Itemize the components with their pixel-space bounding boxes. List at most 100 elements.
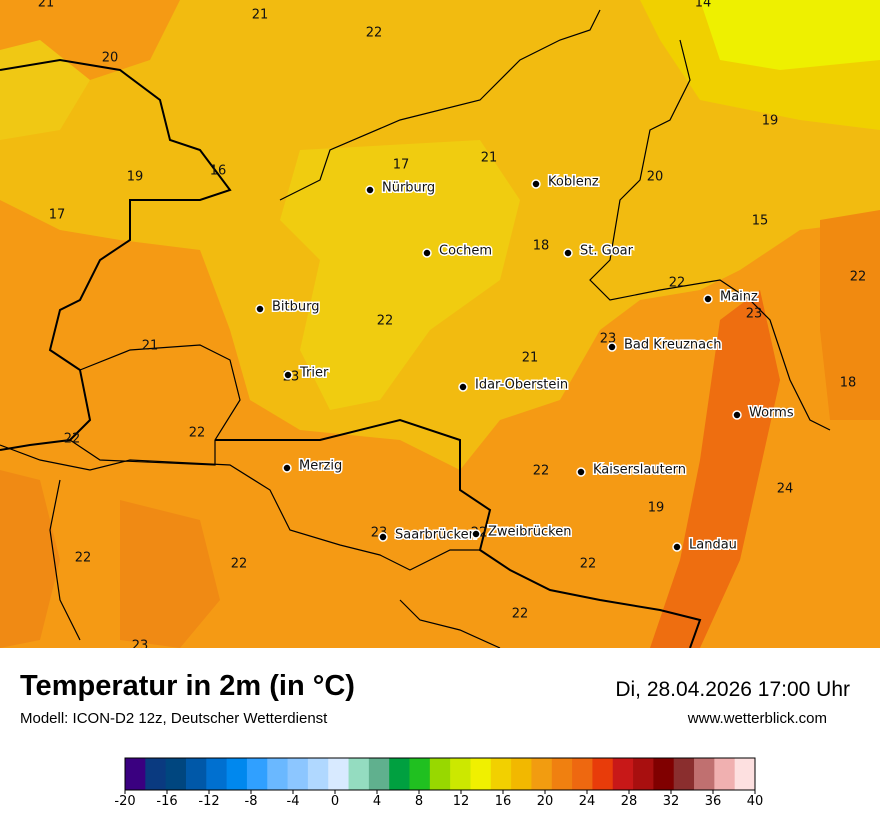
temperature-label: 17: [49, 208, 66, 223]
borders: [0, 9, 831, 648]
color-step: [348, 758, 370, 790]
color-step: [653, 758, 675, 790]
tick-label: 36: [705, 794, 722, 809]
city-dot: [378, 532, 388, 542]
tick-label: 32: [663, 794, 680, 809]
temperature-label: 22: [231, 557, 248, 572]
color-step: [470, 758, 492, 790]
city-label: Koblenz: [548, 175, 599, 190]
city-dot: [563, 248, 573, 258]
city-dot: [282, 463, 292, 473]
tick-label: 20: [537, 794, 554, 809]
color-step: [612, 758, 634, 790]
city-label: Bitburg: [272, 300, 320, 315]
temperature-label: 16: [210, 164, 227, 179]
temperature-label: 20: [647, 170, 664, 185]
temperature-label: 22: [377, 314, 394, 329]
color-step: [125, 758, 146, 790]
temperature-label: 24: [777, 482, 794, 497]
temperature-label: 22: [850, 270, 867, 285]
tick-label: 8: [415, 794, 423, 809]
temperature-label: 15: [752, 214, 769, 229]
city-dot: [672, 542, 682, 552]
temperature-label: 23: [746, 307, 763, 322]
tick-label: 28: [621, 794, 638, 809]
temperature-label: 21: [481, 151, 498, 166]
map-zone: [650, 290, 780, 648]
temperature-label: 22: [366, 26, 383, 41]
color-step: [206, 758, 228, 790]
color-step: [734, 758, 756, 790]
color-step: [490, 758, 512, 790]
color-step: [389, 758, 411, 790]
city-dot: [365, 185, 375, 195]
city-label: Saarbrücken: [395, 528, 477, 543]
map-zone: [0, 470, 220, 648]
color-step: [226, 758, 248, 790]
temperature-label: 19: [648, 501, 665, 516]
city-dot: [732, 410, 742, 420]
color-step: [267, 758, 289, 790]
color-step: [450, 758, 471, 790]
color-step: [328, 758, 350, 790]
city-dot: [283, 370, 293, 380]
map-zone: [0, 40, 90, 140]
temperature-label: 23: [132, 639, 149, 649]
colorbar-frame: [124, 757, 756, 791]
temperature-label: 22: [669, 276, 686, 291]
temperature-label: 14: [695, 0, 712, 11]
temperature-label: 21: [142, 339, 159, 354]
title: Temperatur in 2m (in °C): [20, 670, 355, 702]
color-step: [592, 758, 614, 790]
color-step: [694, 758, 715, 790]
city-dot: [255, 304, 265, 314]
tick-label: -20: [114, 794, 135, 809]
color-step: [246, 758, 268, 790]
color-step: [185, 758, 207, 790]
color-step: [673, 758, 695, 790]
colorbar: -20 -16 -12 -8 -4 0 4 8 12 16 20 24 28 32 36 40: [114, 757, 764, 809]
city-label: Landau: [689, 538, 737, 553]
tick-label: -4: [287, 794, 300, 809]
temperature-label: 21: [252, 8, 269, 23]
temperature-label: 22: [533, 464, 550, 479]
color-step: [572, 758, 593, 790]
temperature-label: 17: [393, 158, 410, 173]
temperature-label: 20: [102, 51, 119, 66]
city-dot: [422, 248, 432, 258]
website: www.wetterblick.com: [687, 710, 827, 727]
city-label: Cochem: [439, 244, 492, 259]
city-label: Zweibrücken: [488, 525, 571, 540]
city-label: Nürburg: [382, 181, 435, 196]
temperature-label: 19: [127, 170, 144, 185]
temperature-label: 21: [38, 0, 55, 11]
tick-label: -8: [245, 794, 258, 809]
color-step: [551, 758, 573, 790]
temperature-label: 22: [189, 426, 206, 441]
tick-label: 4: [373, 794, 381, 809]
map-zone: [280, 140, 520, 410]
temperature-label: 19: [762, 114, 779, 129]
color-step: [409, 758, 431, 790]
tick-label: 40: [747, 794, 764, 809]
city-label: Mainz: [720, 290, 758, 305]
datetime: Di, 28.04.2026 17:00 Uhr: [615, 678, 850, 701]
color-step: [165, 758, 187, 790]
color-step: [287, 758, 309, 790]
map-zone: [700, 0, 880, 70]
color-step: [145, 758, 167, 790]
city-label: Idar-Oberstein: [475, 378, 568, 393]
color-step: [531, 758, 553, 790]
temperature-label: 18: [840, 376, 857, 391]
city-label: Trier: [299, 366, 329, 381]
map-zone: [820, 210, 880, 420]
map: 21 21 22 20 14 19 17 21 20 19 16 17 15 18 22 22 23 22 23 21…: [0, 0, 880, 648]
temperature-label: 22: [512, 607, 529, 622]
city-label: St. Goar: [580, 244, 634, 259]
city-label: Merzig: [299, 459, 342, 474]
color-step: [429, 758, 451, 790]
temperature-label: 22: [580, 557, 597, 572]
temperature-label: 22: [64, 432, 81, 447]
city-label: Kaiserslautern: [593, 463, 686, 478]
